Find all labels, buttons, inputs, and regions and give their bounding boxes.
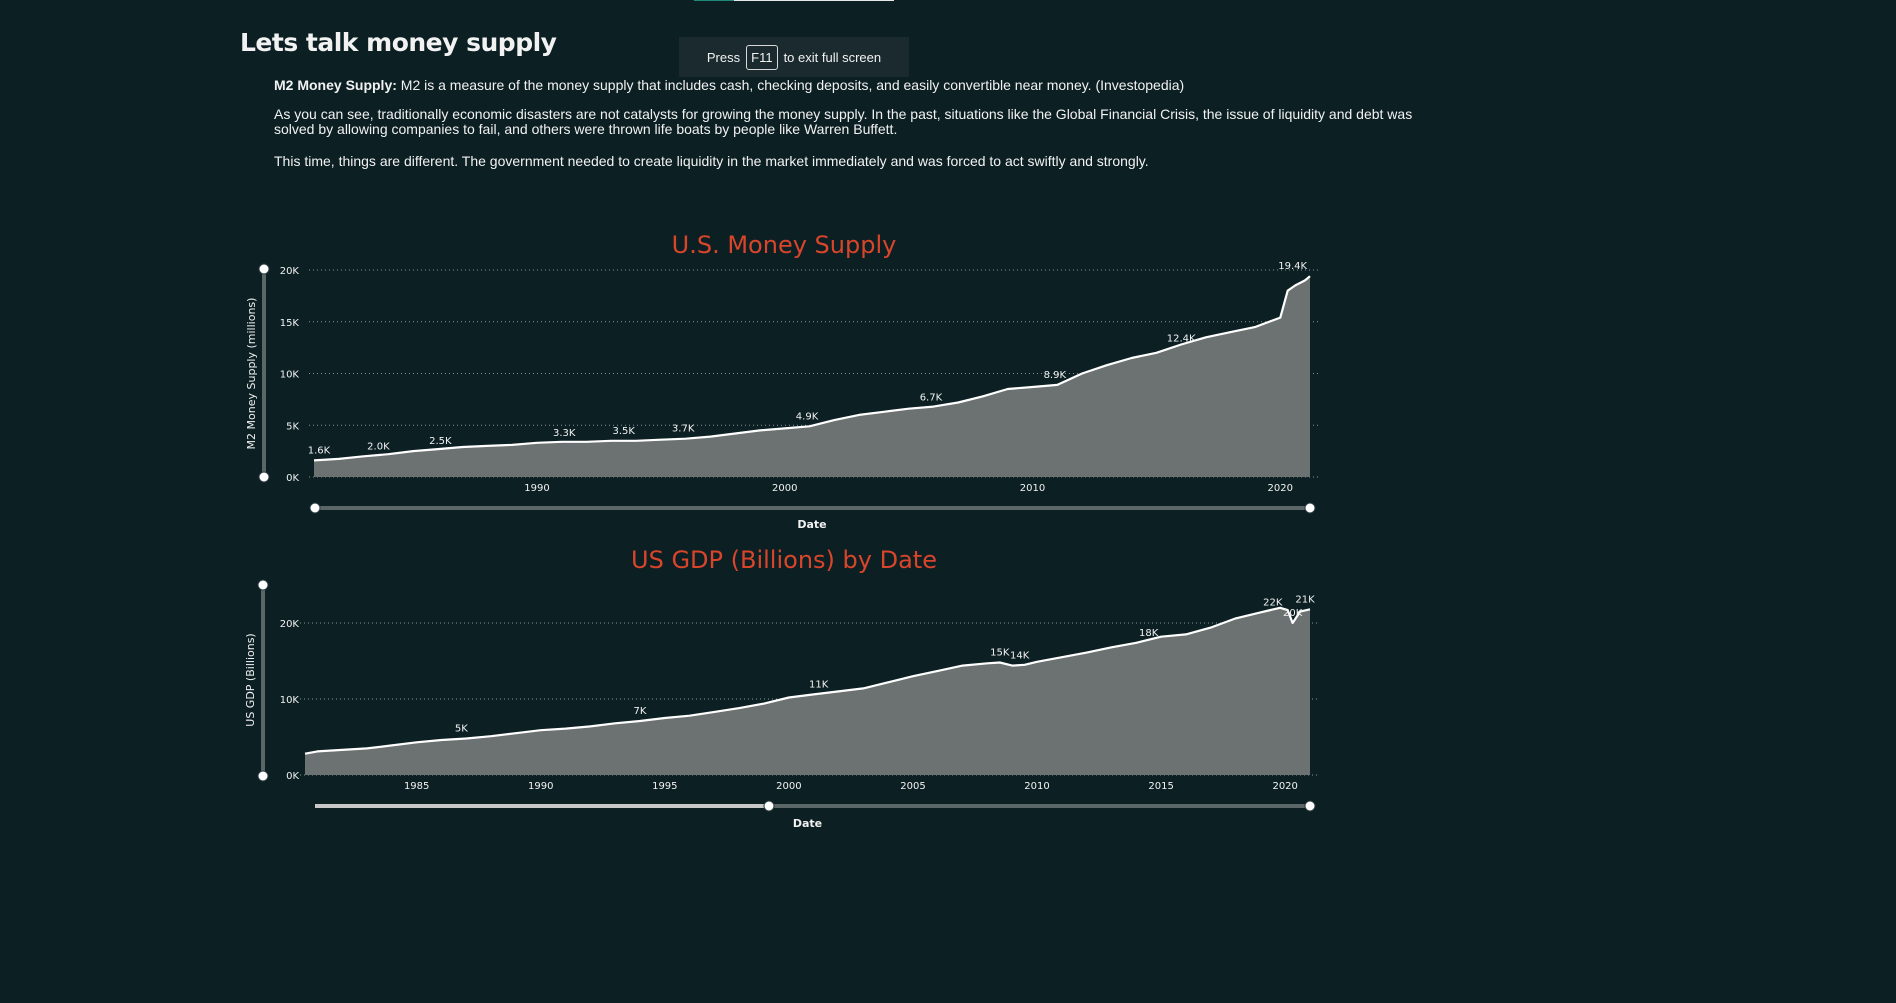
- data-label: 18K: [1139, 628, 1159, 639]
- m2-label: M2 Money Supply:: [274, 77, 397, 93]
- y-range-slider-bottom-handle[interactable]: [257, 770, 269, 782]
- y-range-slider-top-handle[interactable]: [257, 579, 269, 591]
- x-tick-label: 2000: [776, 781, 801, 792]
- data-label: 3.3K: [553, 428, 576, 439]
- chart1-title: U.S. Money Supply: [671, 231, 897, 259]
- x-tick-label: 2020: [1272, 781, 1297, 792]
- fullscreen-toast: Press F11 to exit full screen: [679, 37, 909, 77]
- y-tick-label: 0K: [286, 473, 299, 484]
- series-area: [314, 276, 1310, 477]
- x-tick-label: 2010: [1024, 781, 1049, 792]
- data-label: 4.9K: [796, 411, 819, 422]
- y-axis-label: US GDP (Billions): [244, 633, 257, 726]
- y-tick-label: 20K: [280, 266, 300, 277]
- x-tick-label: 1985: [404, 781, 429, 792]
- data-label: 20K: [1283, 608, 1303, 619]
- m2-definition: M2 Money Supply: M2 is a measure of the …: [274, 78, 1424, 93]
- data-label: 2.0K: [367, 441, 390, 452]
- m2-text: M2 is a measure of the money supply that…: [396, 77, 1185, 93]
- data-label: 8.9K: [1044, 370, 1067, 381]
- top-progress-bar: [694, 0, 894, 1]
- y-range-slider-top-handle[interactable]: [258, 263, 270, 275]
- chart2-title: US GDP (Billions) by Date: [631, 546, 937, 574]
- data-label: 6.7K: [920, 393, 943, 404]
- toast-prefix: Press: [706, 49, 741, 65]
- page-title: Lets talk money supply: [240, 28, 557, 57]
- data-label: 19.4K: [1278, 261, 1307, 272]
- x-axis-label: Date: [793, 817, 822, 829]
- data-label: 7K: [634, 706, 647, 717]
- y-tick-label: 0K: [286, 771, 299, 782]
- x-range-slider-left-handle[interactable]: [763, 800, 775, 812]
- toast-key: F11: [746, 44, 778, 70]
- x-tick-label: 2020: [1268, 483, 1293, 494]
- y-tick-label: 20K: [280, 619, 300, 630]
- top-progress-accent: [694, 0, 734, 1]
- data-label: 2.5K: [429, 436, 452, 447]
- data-label: 3.7K: [672, 424, 695, 435]
- data-label: 1.6K: [308, 445, 331, 456]
- x-tick-label: 2000: [772, 483, 797, 494]
- x-tick-label: 1990: [524, 483, 549, 494]
- y-tick-label: 10K: [280, 370, 300, 381]
- x-tick-label: 1995: [652, 781, 677, 792]
- series-line: [313, 275, 1311, 462]
- data-label: 22K: [1263, 597, 1283, 608]
- data-label: 11K: [809, 679, 829, 690]
- toast-suffix: to exit full screen: [783, 49, 882, 65]
- data-label: 21K: [1295, 594, 1315, 605]
- x-tick-label: 2010: [1020, 483, 1045, 494]
- y-tick-label: 5K: [286, 421, 299, 432]
- y-tick-label: 10K: [280, 695, 300, 706]
- data-label: 12.4K: [1167, 334, 1196, 345]
- x-tick-label: 1990: [528, 781, 553, 792]
- x-range-slider-right-handle[interactable]: [1304, 800, 1316, 812]
- y-tick-label: 15K: [280, 318, 300, 329]
- x-range-slider-left-handle[interactable]: [309, 502, 321, 514]
- paragraph-history: As you can see, traditionally economic d…: [274, 106, 1413, 137]
- y-range-slider-bottom-handle[interactable]: [258, 471, 270, 483]
- x-tick-label: 2015: [1148, 781, 1173, 792]
- x-range-slider-right-handle[interactable]: [1304, 502, 1316, 514]
- data-label: 5K: [455, 724, 468, 735]
- data-label: 14K: [1010, 651, 1030, 662]
- y-axis-label: M2 Money Supply (millions): [245, 298, 258, 450]
- x-axis-label: Date: [797, 518, 826, 531]
- series-line: [304, 606, 1311, 755]
- series-area: [305, 607, 1310, 775]
- data-label: 15K: [990, 648, 1010, 659]
- x-tick-label: 2005: [900, 781, 925, 792]
- data-label: 3.5K: [612, 426, 635, 437]
- paragraph-this-time: This time, things are different. The gov…: [274, 153, 1149, 169]
